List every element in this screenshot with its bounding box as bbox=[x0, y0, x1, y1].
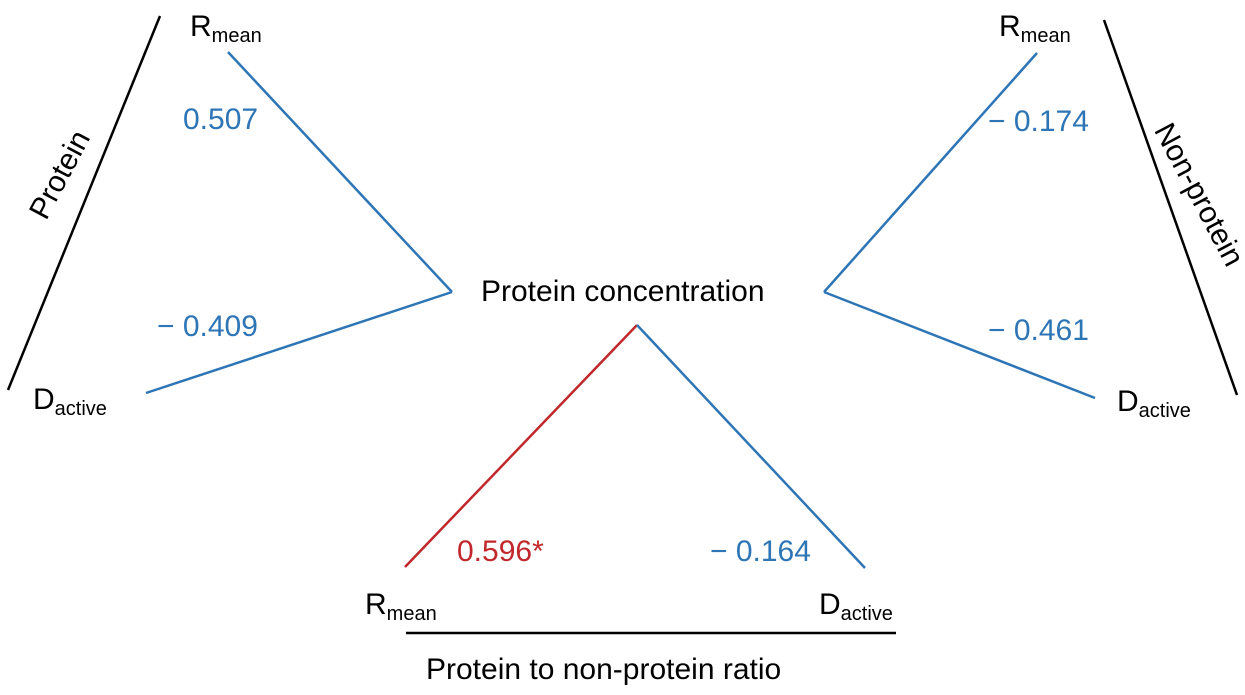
center-node-label: Protein concentration bbox=[481, 275, 765, 308]
right-dactive-link bbox=[823, 290, 1096, 400]
left-dactive-node: Dactive bbox=[33, 383, 107, 420]
bottom-dactive-sub: active bbox=[840, 603, 893, 625]
left-rmean-sub: mean bbox=[211, 25, 262, 47]
bottom-rmean-coefficient: 0.596* bbox=[457, 535, 544, 568]
right-dactive-coefficient: − 0.461 bbox=[988, 314, 1089, 347]
left-rmean-node: Rmean bbox=[190, 10, 262, 47]
left-dactive-sub: active bbox=[54, 398, 107, 420]
right-group-line bbox=[1102, 19, 1239, 396]
bottom-rmean-main: R bbox=[365, 588, 387, 621]
right-rmean-main: R bbox=[999, 10, 1021, 43]
bottom-dactive-link bbox=[636, 324, 866, 569]
right-dactive-sub: active bbox=[1138, 400, 1191, 422]
right-dactive-node: Dactive bbox=[1117, 385, 1191, 422]
bottom-dactive-coefficient: − 0.164 bbox=[710, 535, 811, 568]
left-dactive-main: D bbox=[33, 383, 55, 416]
right-dactive-main: D bbox=[1117, 385, 1139, 418]
left-group-line bbox=[6, 15, 162, 391]
bottom-rmean-link bbox=[404, 324, 638, 568]
left-dactive-link bbox=[145, 290, 453, 395]
right-rmean-link bbox=[823, 52, 1038, 293]
bottom-dactive-main: D bbox=[819, 588, 841, 621]
bottom-rmean-sub: mean bbox=[386, 603, 437, 625]
left-rmean-main: R bbox=[190, 10, 212, 43]
left-rmean-link bbox=[227, 51, 453, 293]
left-dactive-coefficient: − 0.409 bbox=[157, 310, 258, 343]
left-rmean-coefficient: 0.507 bbox=[183, 103, 259, 136]
bottom-rmean-node: Rmean bbox=[365, 588, 437, 625]
bottom-group-label: Protein to non-protein ratio bbox=[426, 653, 782, 686]
right-rmean-coefficient: − 0.174 bbox=[988, 105, 1089, 138]
right-rmean-sub: mean bbox=[1020, 25, 1071, 47]
bottom-dactive-node: Dactive bbox=[819, 588, 893, 625]
right-rmean-node: Rmean bbox=[999, 10, 1071, 47]
